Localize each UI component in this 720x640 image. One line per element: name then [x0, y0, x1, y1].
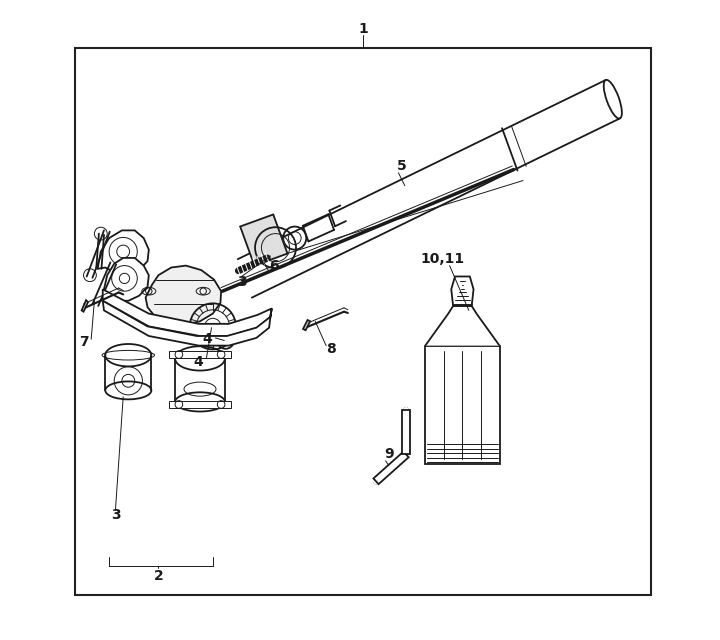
Text: 7: 7 — [78, 335, 89, 349]
Polygon shape — [103, 301, 271, 346]
Polygon shape — [145, 266, 221, 325]
Bar — [75, 48, 651, 595]
Text: 3: 3 — [111, 508, 120, 522]
Polygon shape — [303, 320, 310, 330]
Polygon shape — [374, 452, 409, 484]
Polygon shape — [98, 230, 149, 274]
Polygon shape — [240, 214, 287, 266]
Text: 5: 5 — [397, 159, 407, 173]
Text: 3: 3 — [237, 275, 246, 289]
Text: 8: 8 — [326, 342, 336, 356]
Text: 1: 1 — [359, 22, 368, 36]
Polygon shape — [169, 351, 230, 358]
Text: 4: 4 — [194, 355, 204, 369]
Text: 10,11: 10,11 — [420, 252, 465, 266]
Polygon shape — [402, 410, 410, 454]
Text: 2: 2 — [153, 569, 163, 583]
Text: 6: 6 — [269, 259, 279, 273]
Polygon shape — [451, 276, 474, 306]
Polygon shape — [169, 401, 230, 408]
Polygon shape — [81, 300, 88, 312]
Bar — [426, 346, 500, 464]
Text: 4: 4 — [203, 332, 212, 346]
Text: 9: 9 — [384, 447, 394, 461]
Polygon shape — [103, 289, 271, 336]
Polygon shape — [426, 306, 500, 346]
Polygon shape — [104, 258, 149, 301]
